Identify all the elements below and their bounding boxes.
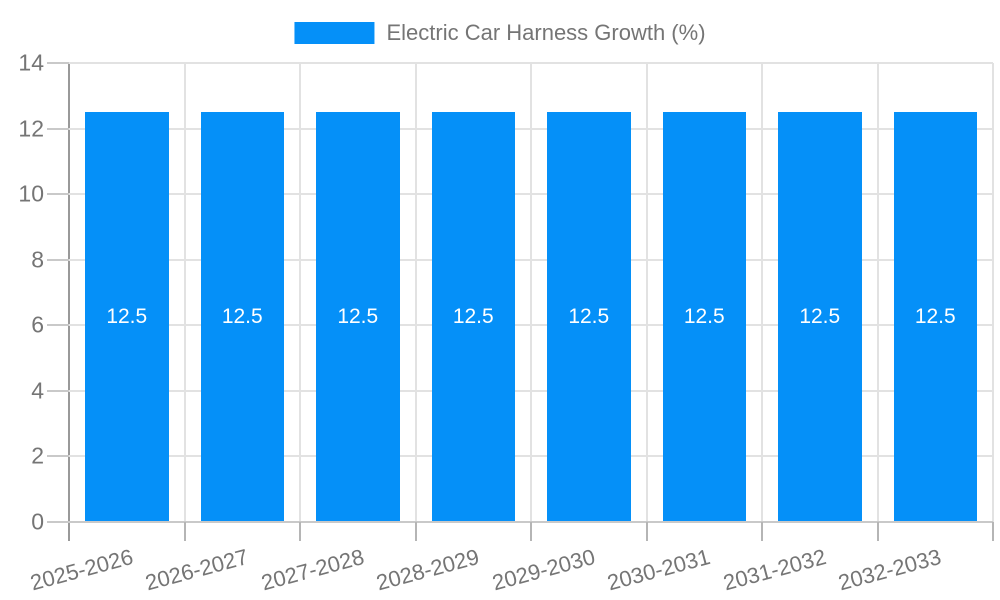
y-tick-mark [47,455,69,458]
y-tick-label: 10 [18,180,44,207]
legend-swatch [294,22,375,44]
bar-value-label: 12.5 [106,305,148,329]
y-tick-mark [47,62,69,64]
x-tick-label: 2025-2026 [27,544,136,596]
bar-value-label: 12.5 [914,305,956,329]
legend-label: Electric Car Harness Growth (%) [386,20,706,45]
x-tick-label: 2030-2031 [604,544,713,596]
y-tick-label: 4 [31,377,44,404]
x-tick-mark [992,522,994,541]
bar[interactable] [85,112,169,522]
bar-value-label: 12.5 [337,305,379,329]
y-tick-mark [47,324,69,327]
x-tick-label: 2032-2033 [835,544,944,596]
bar[interactable] [662,112,746,522]
x-tick-mark [530,522,532,541]
gridline-vertical [992,63,994,522]
bar-value-label: 12.5 [568,305,610,329]
bar-value-label: 12.5 [452,305,494,329]
x-tick-label: 2029-2030 [489,544,598,596]
y-tick-mark [47,521,69,523]
y-tick-label: 6 [31,311,44,338]
bar-value-label: 12.5 [683,305,725,329]
y-tick-label: 14 [18,49,44,76]
y-tick-label: 12 [18,115,44,142]
x-tick-label: 2026-2027 [142,544,251,596]
gridline-vertical [299,63,301,522]
bar[interactable] [316,112,400,522]
bar[interactable] [431,112,515,522]
y-tick-label: 2 [31,442,44,469]
x-tick-label: 2027-2028 [258,544,367,596]
x-tick-mark [183,522,186,541]
bar[interactable] [778,112,862,522]
y-tick-label: 8 [31,246,44,273]
x-tick-mark [645,522,648,541]
gridline-vertical [876,63,879,522]
bar[interactable] [200,112,284,522]
bar-value-label: 12.5 [221,305,263,329]
y-tick-mark [47,127,69,130]
y-tick-label: 0 [31,508,44,535]
y-tick-mark [47,389,69,392]
gridline-vertical [761,63,763,522]
gridline-vertical [645,63,648,522]
x-tick-mark [299,522,301,541]
legend[interactable]: Electric Car Harness Growth (%) [294,20,706,46]
plot-area: 12.5 12.5 12.5 12.5 12.5 12.5 12.5 12.5 [69,62,994,522]
bar-value-label: 12.5 [799,305,841,329]
gridline-vertical [530,63,532,522]
y-axis-line [68,63,70,541]
gridline-vertical [414,63,417,522]
y-tick-mark [47,258,69,261]
gridline-vertical [183,63,186,522]
x-tick-label: 2028-2029 [373,544,482,596]
bar[interactable] [893,112,977,522]
bar[interactable] [547,112,631,522]
x-tick-mark [876,522,879,541]
x-tick-mark [414,522,417,541]
x-tick-label: 2031-2032 [720,544,829,596]
y-tick-mark [47,193,69,196]
x-tick-mark [761,522,763,541]
